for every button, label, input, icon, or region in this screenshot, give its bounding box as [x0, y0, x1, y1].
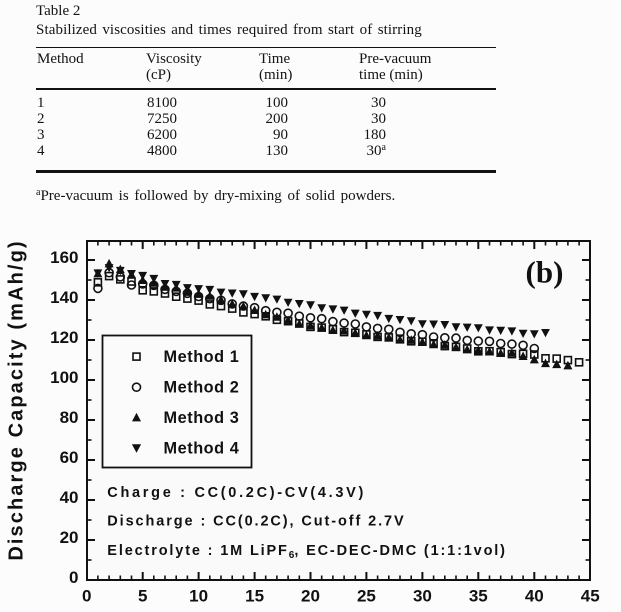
svg-text:40: 40	[525, 587, 544, 606]
svg-text:Discharge : CC(0.2C), Cut-off: Discharge : CC(0.2C), Cut-off 2.7V	[107, 513, 405, 529]
svg-text:40: 40	[60, 488, 79, 507]
svg-text:25: 25	[357, 587, 376, 606]
svg-text:0: 0	[82, 587, 91, 606]
svg-text:60: 60	[60, 448, 79, 467]
svg-text:10: 10	[189, 587, 208, 606]
svg-text:20: 20	[60, 528, 79, 547]
svg-text:120: 120	[50, 328, 78, 347]
svg-text:Method 4: Method 4	[164, 440, 240, 458]
svg-text:Method 3: Method 3	[164, 409, 240, 427]
svg-text:15: 15	[245, 587, 264, 606]
svg-text:(b): (b)	[526, 255, 564, 290]
svg-text:Method 2: Method 2	[164, 379, 240, 397]
svg-text:140: 140	[50, 288, 78, 307]
svg-text:160: 160	[50, 248, 78, 267]
svg-text:5: 5	[138, 587, 147, 606]
svg-text:0: 0	[69, 568, 78, 587]
svg-text:100: 100	[50, 368, 78, 387]
svg-text:Charge : CC(0.2C)-CV(4.3V): Charge : CC(0.2C)-CV(4.3V)	[107, 485, 366, 501]
svg-text:Electrolyte : 1M LiPF6, EC-DEC: Electrolyte : 1M LiPF6, EC-DEC-DMC (1:1:…	[107, 543, 507, 561]
svg-text:45: 45	[581, 587, 600, 606]
svg-text:35: 35	[469, 587, 488, 606]
svg-text:Discharge Capacity (mAh/g): Discharge Capacity (mAh/g)	[6, 239, 28, 560]
svg-text:Method 1: Method 1	[164, 348, 240, 366]
svg-text:30: 30	[413, 587, 432, 606]
svg-text:80: 80	[60, 408, 79, 427]
svg-text:20: 20	[301, 587, 320, 606]
